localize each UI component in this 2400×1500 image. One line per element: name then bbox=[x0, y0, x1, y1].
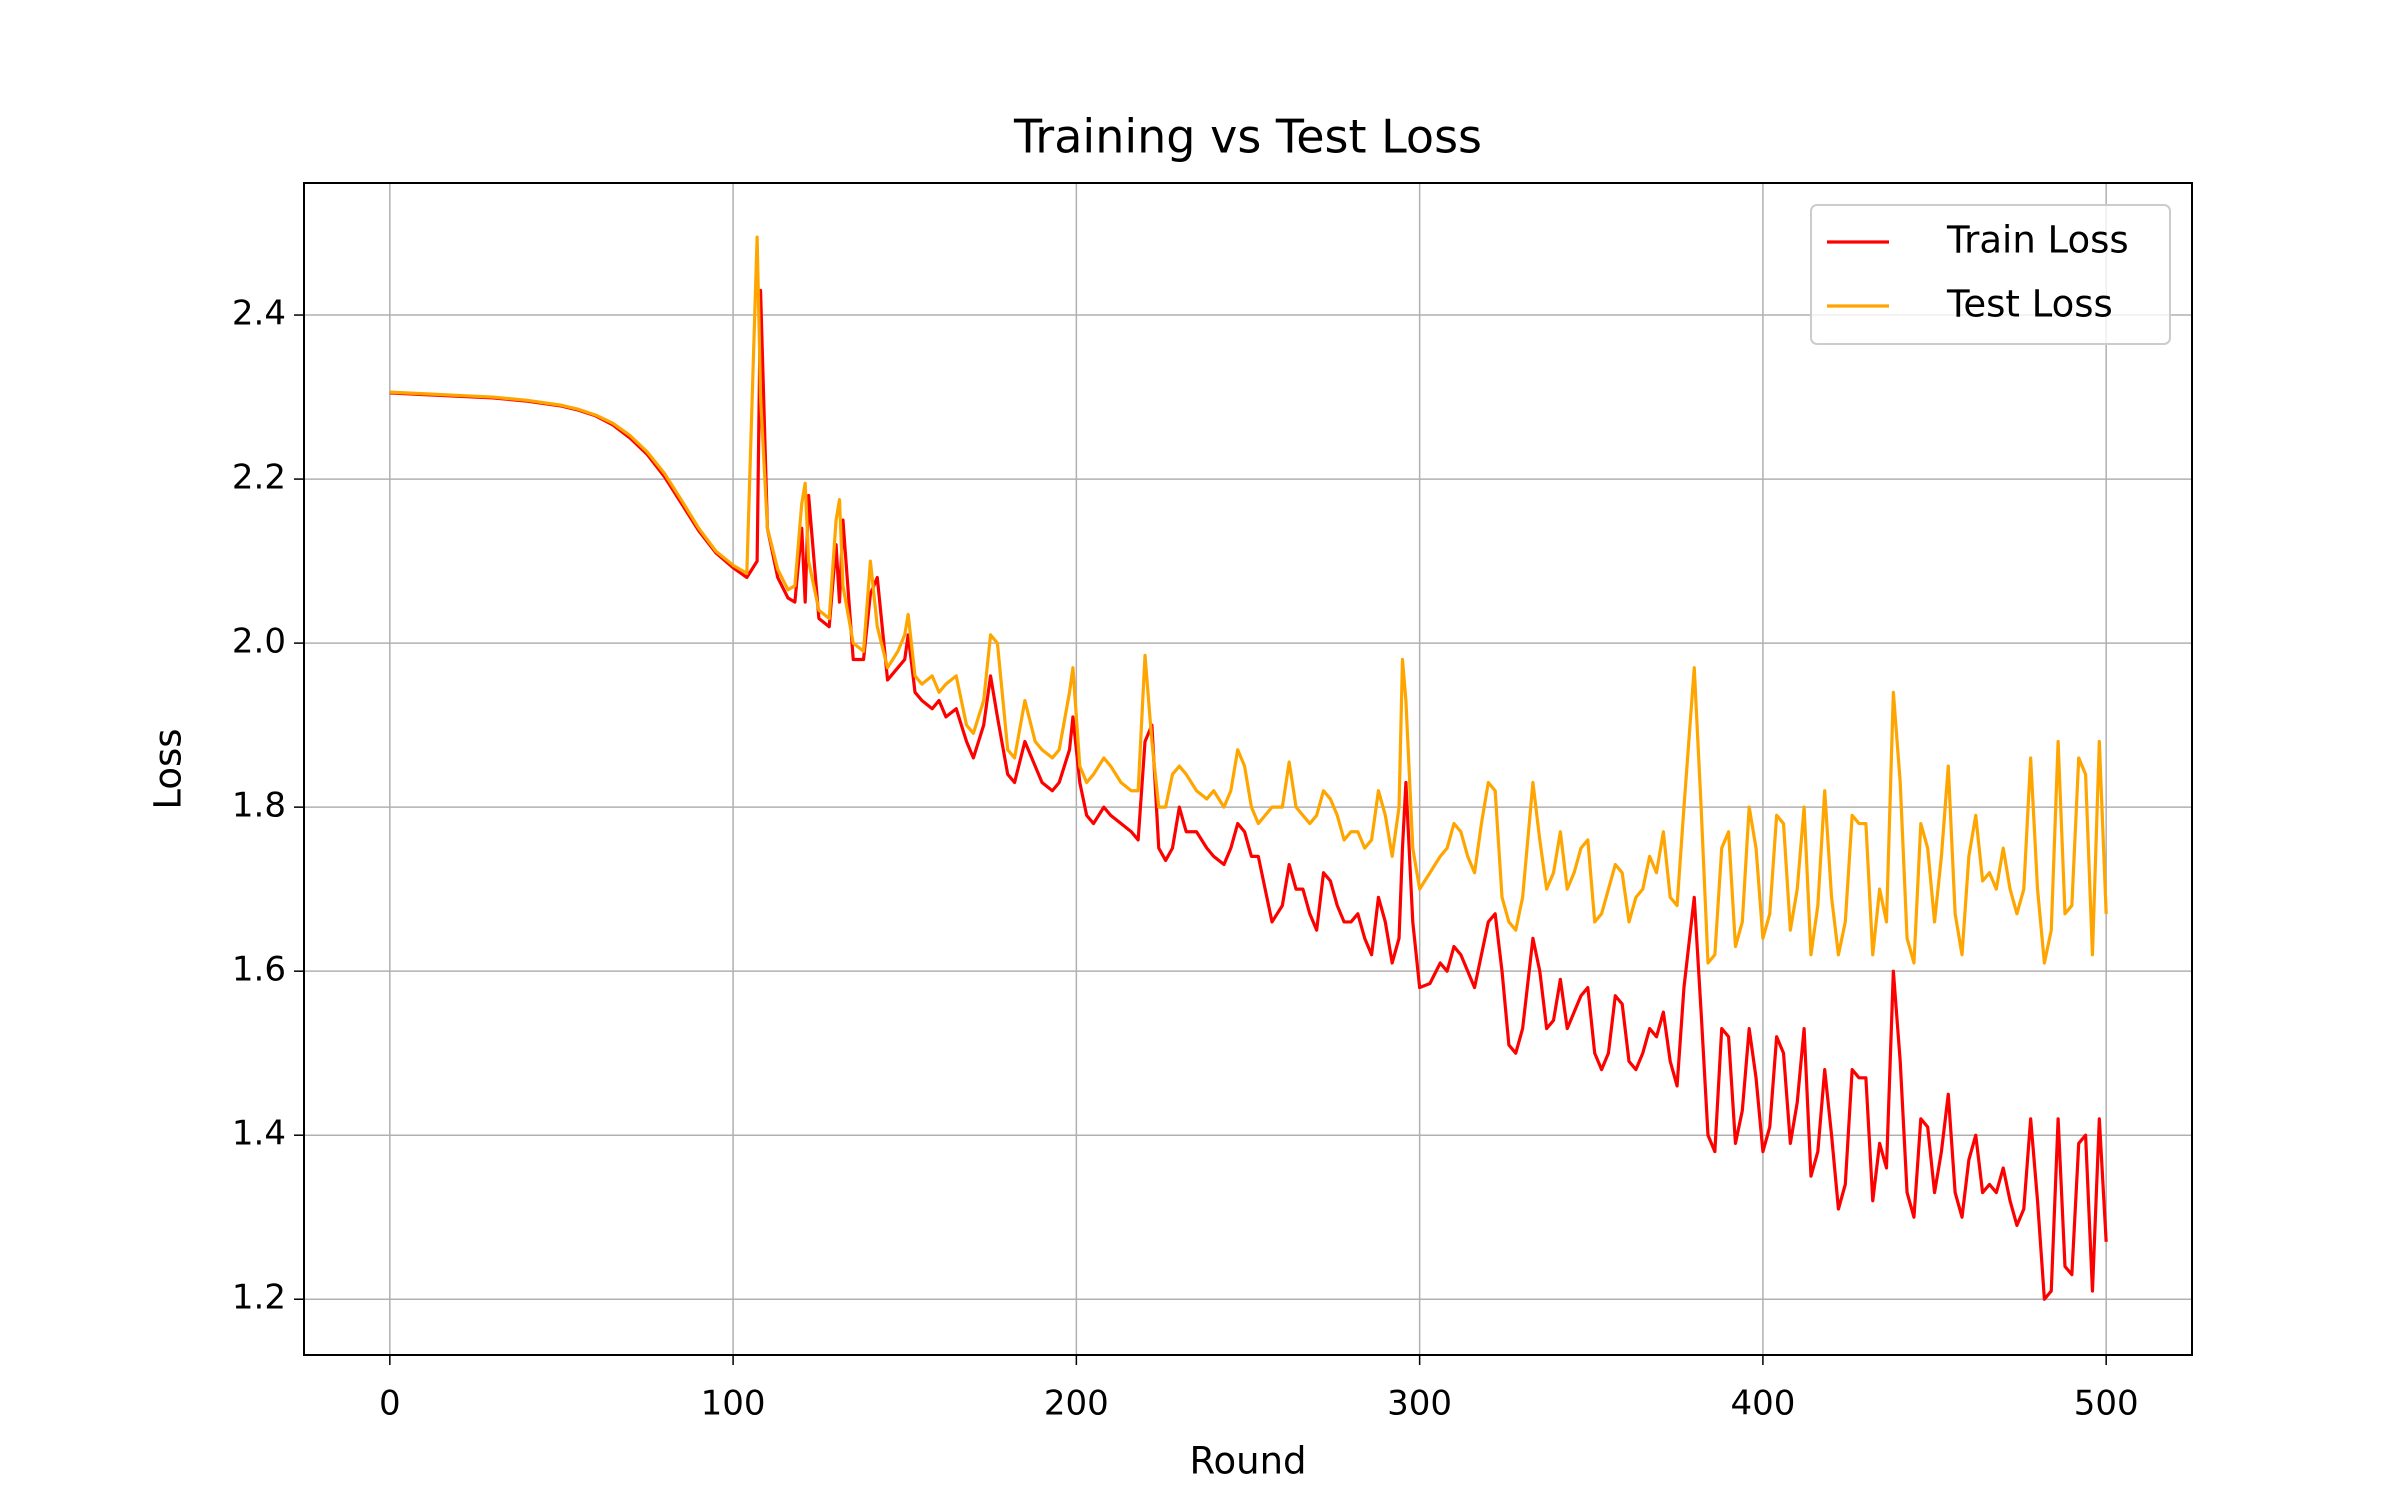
legend-box bbox=[1810, 204, 2171, 345]
x-tick-label: 400 bbox=[1730, 1384, 1795, 1424]
x-tick-label: 200 bbox=[1044, 1384, 1109, 1424]
y-tick-label: 2.4 bbox=[232, 294, 286, 334]
series-line bbox=[389, 235, 2108, 965]
x-tick-label: 300 bbox=[1387, 1384, 1452, 1424]
chart-title: Training vs Test Loss bbox=[1013, 110, 1482, 164]
y-tick-label: 2.0 bbox=[232, 622, 286, 662]
x-tick-label: 100 bbox=[701, 1384, 766, 1424]
y-axis-label: Loss bbox=[147, 728, 190, 809]
y-tick-label: 1.2 bbox=[232, 1278, 286, 1318]
plot-frame bbox=[303, 182, 2193, 1356]
series-line bbox=[389, 288, 2108, 1301]
legend: Train Loss Test Loss bbox=[1810, 204, 2171, 345]
x-tick-label: 0 bbox=[379, 1384, 401, 1424]
y-tick-label: 1.8 bbox=[232, 786, 286, 826]
y-tick-label: 1.4 bbox=[232, 1114, 286, 1154]
x-tick-label: 500 bbox=[2074, 1384, 2139, 1424]
legend-label: Train Loss bbox=[1946, 219, 2129, 262]
legend-label: Test Loss bbox=[1946, 283, 2113, 326]
y-tick-label: 2.2 bbox=[232, 458, 286, 498]
x-axis-label: Round bbox=[1189, 1440, 1306, 1483]
y-tick-label: 1.6 bbox=[232, 950, 286, 990]
